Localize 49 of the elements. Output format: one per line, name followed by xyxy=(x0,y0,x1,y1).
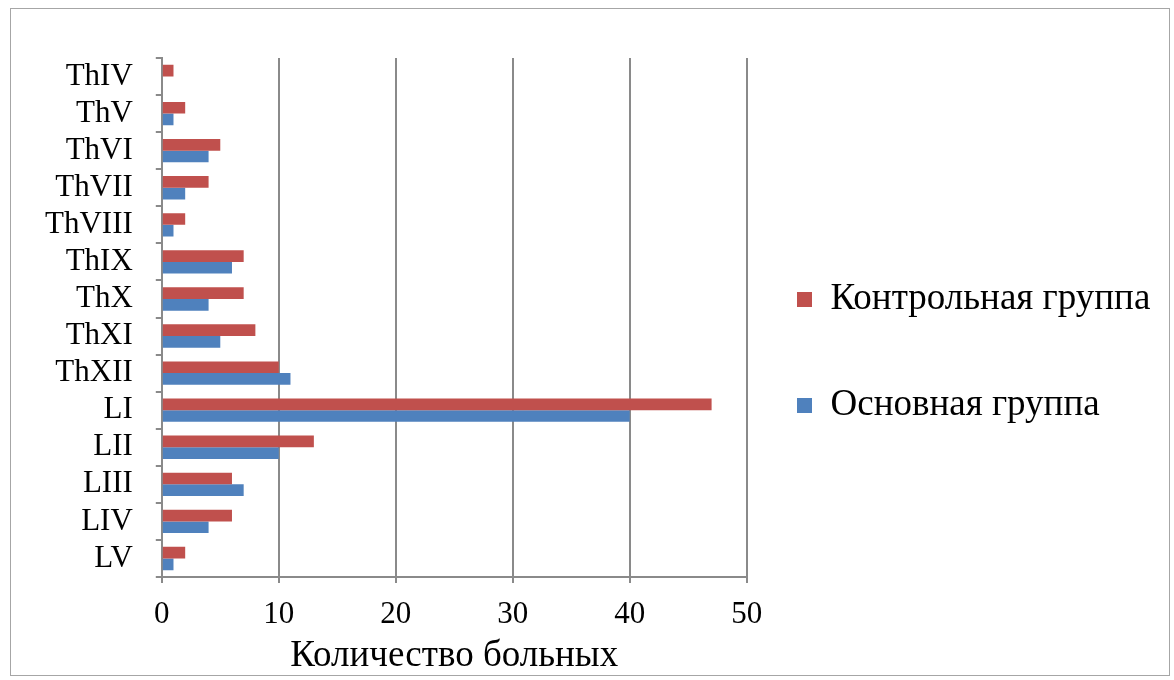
x-tick-label: 50 xyxy=(731,594,763,630)
y-tick-label: ThV xyxy=(75,93,134,129)
bar xyxy=(162,139,221,151)
bar xyxy=(162,546,186,559)
x-tick-label: 0 xyxy=(154,594,170,630)
bar xyxy=(162,521,209,534)
x-tick-label: 20 xyxy=(380,594,412,630)
y-tick-label: ThVI xyxy=(65,130,133,166)
y-tick-label: ThXII xyxy=(55,353,133,389)
y-tick-label: ThIX xyxy=(65,242,133,278)
bar xyxy=(162,509,232,522)
y-tick-label: ThVIII xyxy=(45,204,133,240)
bar xyxy=(162,150,209,163)
legend-label: Контрольная группа xyxy=(830,276,1151,318)
bar xyxy=(162,398,712,411)
bar xyxy=(162,435,314,448)
bar xyxy=(162,250,244,262)
x-tick-label: 40 xyxy=(614,594,646,630)
y-tick-label: ThX xyxy=(75,279,133,315)
bar xyxy=(162,324,256,337)
y-tick-label: ThVII xyxy=(55,167,133,203)
bar xyxy=(162,558,174,571)
bar xyxy=(162,261,232,274)
y-tick-label: LII xyxy=(93,427,133,463)
bar xyxy=(162,373,291,385)
bar xyxy=(162,336,221,348)
bar xyxy=(162,287,244,299)
y-tick-label: ThIV xyxy=(65,56,134,92)
x-tick-label: 30 xyxy=(497,594,529,630)
bar xyxy=(162,176,209,188)
y-tick-label: ThXI xyxy=(65,316,133,352)
bar xyxy=(162,447,279,459)
bar xyxy=(162,101,186,114)
bar xyxy=(162,484,244,496)
bar xyxy=(162,410,630,422)
y-tick-label: LIV xyxy=(81,501,134,537)
chart-frame: Количество больных Контрольная группа Основная группа 0 10 20 30 40 50 ThIV ThV ThVI ThVII ThVIII ThIX ThX ThXI ThXII LI LII LIII LIV LV xyxy=(10,8,1170,676)
y-tick-label: LIII xyxy=(82,464,133,500)
x-axis-title: Количество больных xyxy=(290,633,619,675)
bar xyxy=(162,213,186,225)
x-tick-label: 10 xyxy=(263,594,295,630)
bar xyxy=(162,187,186,200)
bar xyxy=(162,361,279,374)
legend-label: Основная группа xyxy=(830,382,1100,424)
y-tick-label: LV xyxy=(94,538,134,574)
y-tick-label: LI xyxy=(103,390,133,426)
bar xyxy=(162,472,232,485)
bar xyxy=(162,298,209,311)
bar xyxy=(162,64,174,77)
